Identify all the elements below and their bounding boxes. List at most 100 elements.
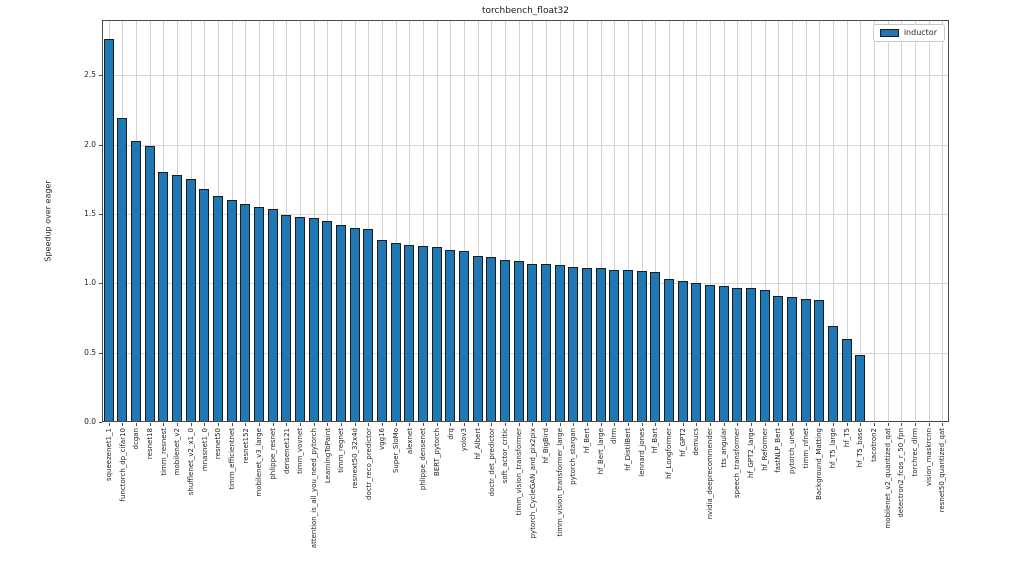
- bar: [555, 265, 565, 422]
- x-tick-label: dcgan: [129, 428, 143, 576]
- bar: [473, 256, 483, 422]
- bar: [104, 39, 114, 422]
- x-tick-label: pytorch_stargan: [566, 428, 580, 576]
- x-tick-label-text: timm_vision_transformer: [514, 428, 523, 516]
- x-tick-label-text: resnet50: [213, 428, 222, 460]
- x-tick-label-text: yolov3: [459, 428, 468, 452]
- x-tick-label-text: mobilenet_v2: [172, 428, 181, 476]
- x-tick-mark: [300, 423, 301, 426]
- x-tick-label: soft_actor_critic: [498, 428, 512, 576]
- x-tick-mark: [560, 423, 561, 426]
- x-tick-label: mobilenet_v3_large: [252, 428, 266, 576]
- x-tick-label-text: Super_SloMo: [391, 428, 400, 474]
- x-tick-label-text: hf_Albert: [473, 428, 482, 460]
- gridline-vertical: [382, 21, 383, 422]
- x-tick-label: yolov3: [457, 428, 471, 576]
- x-tick-label-text: functorch_dp_cifar10: [118, 428, 127, 502]
- bar: [350, 228, 360, 422]
- x-tick-label: nvidia_deeprecommender: [703, 428, 717, 576]
- gridline-vertical: [683, 21, 684, 422]
- x-tick-label-text: timm_nfnet: [801, 428, 810, 469]
- x-tick-mark: [710, 423, 711, 426]
- gridline-vertical: [696, 21, 697, 422]
- x-tick-label-text: demucs: [691, 428, 700, 456]
- x-tick-mark: [737, 423, 738, 426]
- x-tick-label: detectron2_fcos_r_50_fpn: [894, 428, 908, 576]
- bar: [760, 290, 770, 422]
- y-tick-label: 1.5: [84, 209, 96, 218]
- x-tick-label-text: Background_Matting: [814, 428, 823, 500]
- x-tick-mark: [888, 423, 889, 426]
- gridline-vertical: [806, 21, 807, 422]
- y-tick-mark: [99, 145, 102, 146]
- x-tick-label: hf_Longformer: [662, 428, 676, 576]
- bar: [541, 264, 551, 422]
- gridline-vertical: [396, 21, 397, 422]
- x-tick-label-text: timm_efficientnet: [227, 428, 236, 490]
- x-tick-mark: [191, 423, 192, 426]
- chart-title: torchbench_float32: [482, 6, 569, 16]
- legend: inductor: [872, 24, 945, 42]
- x-tick-mark: [273, 423, 274, 426]
- gridline-vertical: [628, 21, 629, 422]
- x-tick-label: hf_DistilBert: [621, 428, 635, 576]
- x-tick-label: hf_T5_large: [826, 428, 840, 576]
- gridline-vertical: [847, 21, 848, 422]
- x-tick-label-text: resnext50_32x4d: [350, 428, 359, 489]
- bar: [295, 217, 305, 422]
- x-tick-label-text: nvidia_deeprecommender: [705, 428, 714, 520]
- bar: [500, 260, 510, 422]
- gridline-vertical: [519, 21, 520, 422]
- bar: [732, 288, 742, 422]
- x-tick-mark: [505, 423, 506, 426]
- x-tick-mark: [942, 423, 943, 426]
- bar: [746, 288, 756, 422]
- x-tick-label: functorch_dp_cifar10: [116, 428, 130, 576]
- x-tick-mark: [819, 423, 820, 426]
- x-tick-label: vision_maskrcnn: [922, 428, 936, 576]
- bar: [445, 250, 455, 422]
- x-tick-label-text: hf_DistilBert: [623, 428, 632, 471]
- gridline-vertical: [423, 21, 424, 422]
- x-tick-label-text: resnet152: [241, 428, 250, 464]
- x-tick-label: hf_BigBird: [539, 428, 553, 576]
- gridline-vertical: [478, 21, 479, 422]
- bar: [186, 179, 196, 422]
- gridline-vertical: [901, 21, 902, 422]
- x-tick-label-text: densenet121: [282, 428, 291, 474]
- x-tick-mark: [355, 423, 356, 426]
- x-tick-label-text: attention_is_all_you_need_pytorch: [309, 428, 318, 549]
- bar: [801, 299, 811, 422]
- x-tick-label-text: torchrec_dlrm: [910, 428, 919, 477]
- bar: [568, 267, 578, 422]
- x-tick-label: mobilenet_v2_quantized_qat: [881, 428, 895, 576]
- gridline-vertical: [819, 21, 820, 422]
- x-tick-label: phlippe_densenet: [416, 428, 430, 576]
- bar: [418, 246, 428, 422]
- x-tick-mark: [245, 423, 246, 426]
- x-tick-label: densenet121: [280, 428, 294, 576]
- bar: [842, 339, 852, 422]
- bar: [199, 189, 209, 422]
- x-tick-label-text: dlrm: [609, 428, 618, 444]
- bar: [117, 118, 127, 422]
- gridline-vertical: [737, 21, 738, 422]
- y-tick-mark: [99, 422, 102, 423]
- bar: [309, 218, 319, 422]
- x-tick-label-text: timm_regnet: [336, 428, 345, 473]
- bar: [240, 204, 250, 422]
- y-tick-mark: [99, 353, 102, 354]
- x-tick-label: doctr_reco_predictor: [362, 428, 376, 576]
- x-tick-label-text: resnet50_quantized_qat: [937, 428, 946, 513]
- x-tick-label-text: tts_angular: [719, 428, 728, 468]
- x-tick-mark: [163, 423, 164, 426]
- x-tick-label-text: hf_GPT2_large: [746, 428, 755, 479]
- x-tick-mark: [368, 423, 369, 426]
- x-tick-mark: [341, 423, 342, 426]
- x-tick-mark: [286, 423, 287, 426]
- x-tick-label-text: soft_actor_critic: [500, 428, 509, 484]
- x-tick-label-text: pytorch_unet: [787, 428, 796, 475]
- bar: [432, 247, 442, 422]
- gridline-vertical: [655, 21, 656, 422]
- gridline-vertical: [765, 21, 766, 422]
